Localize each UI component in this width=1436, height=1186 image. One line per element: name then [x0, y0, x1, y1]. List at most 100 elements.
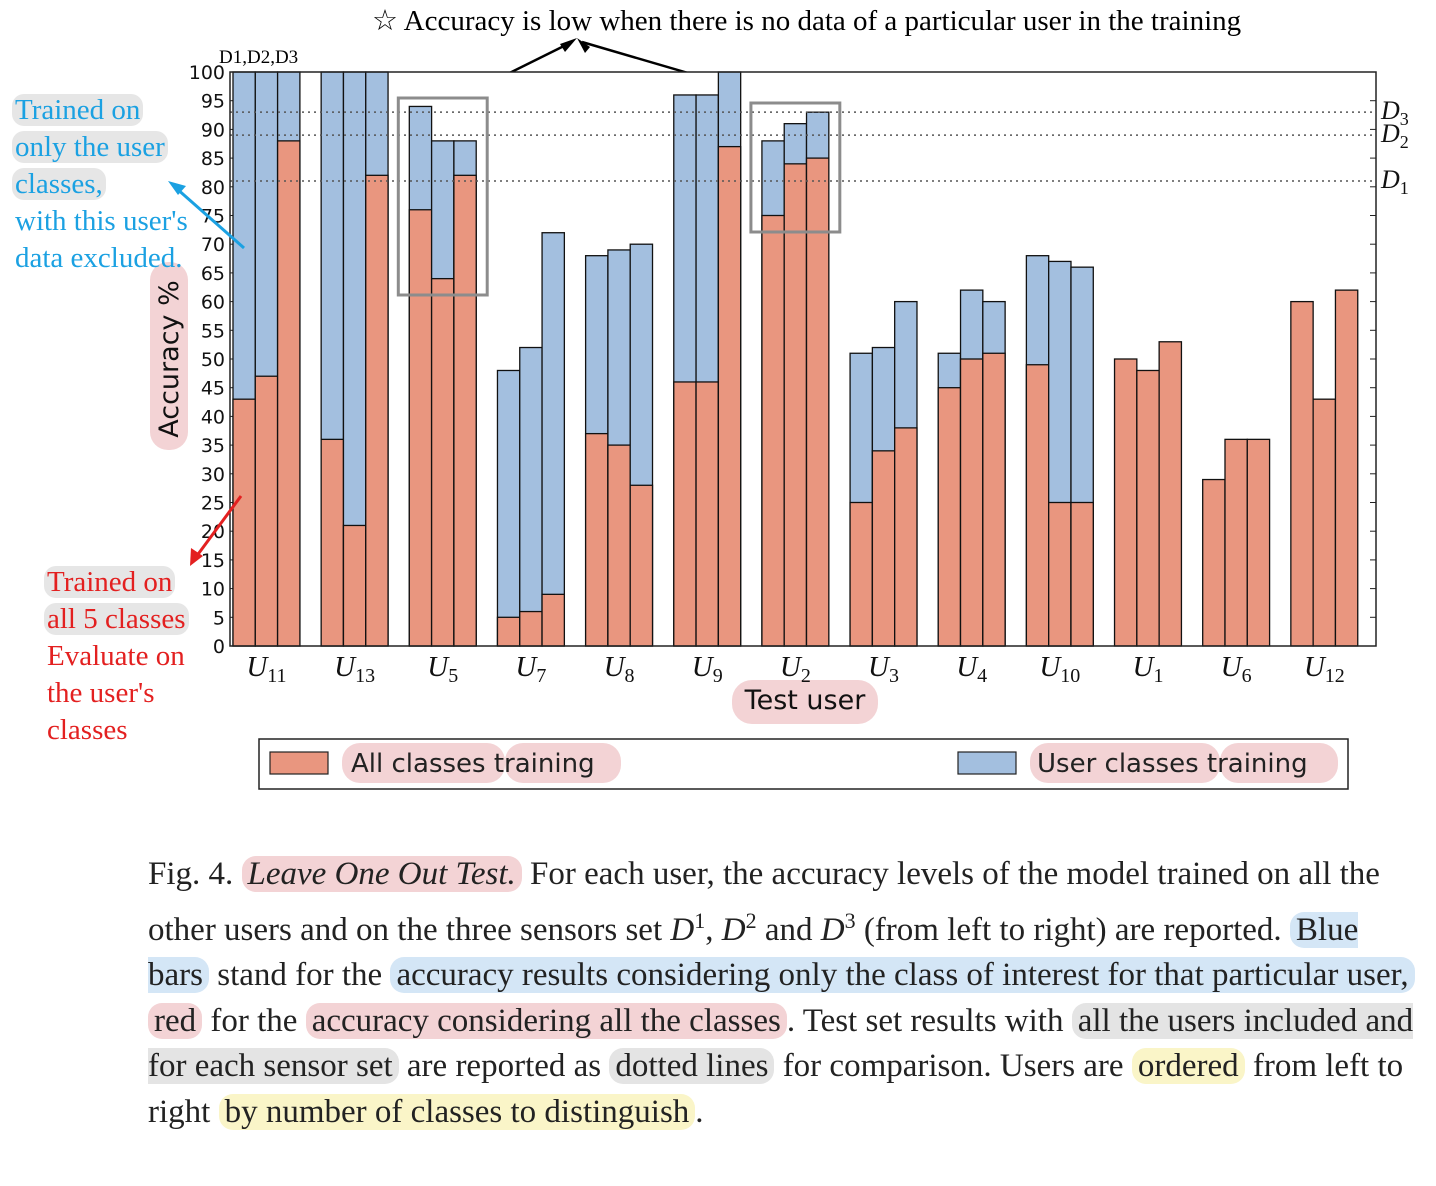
y-tick-label: 30	[201, 464, 225, 486]
bar-all-classes-U9-D3	[717, 145, 742, 647]
plot-area: 0510152025303540455055606570758085909510…	[189, 62, 1409, 687]
caption-ordered: ordered	[1131, 1048, 1245, 1084]
y-tick-label: 70	[201, 234, 225, 256]
bar-all-classes-U5-D1	[408, 209, 433, 647]
xlabel-highlight	[732, 680, 878, 724]
ylabel-highlight	[150, 262, 188, 450]
caption-accuracy-all: accuracy considering all the classes	[305, 1002, 787, 1039]
bar-all-classes-U9-D2	[695, 381, 720, 647]
blue-note-line-4: with this user's	[15, 205, 188, 237]
bar-all-classes-U10-D3	[1070, 501, 1094, 647]
caption-dotted-lines: dotted lines	[609, 1048, 775, 1084]
caption-accuracy-results: accuracy results considering only the cl…	[390, 957, 1415, 993]
y-axis-label: Accuracy %	[154, 280, 185, 438]
y-tick-label: 0	[213, 636, 225, 658]
bar-all-classes-U1-D3	[1158, 341, 1183, 647]
legend-label-all-classes: All classes training	[351, 749, 595, 779]
caption-red: red	[148, 1002, 203, 1039]
bar-all-classes-U12-D3	[1334, 289, 1359, 647]
bar-all-classes-U5-D2	[430, 277, 455, 647]
highlight-box-u2	[749, 101, 842, 234]
bar-all-classes-U8-D3	[629, 484, 654, 647]
bar-all-classes-U13-D2	[342, 524, 367, 647]
blue-note-line-3: classes,	[12, 168, 106, 200]
top-annotation: ☆ Accuracy is low when there is no data …	[372, 5, 1241, 37]
plot-frame	[229, 71, 1377, 647]
x-axis-label: Test user	[744, 685, 867, 716]
y-tick-label: 75	[201, 206, 225, 228]
y-tick-label: 80	[201, 177, 225, 199]
y-tick-label: 50	[201, 349, 225, 371]
reference-line-label-D3: D3	[1380, 96, 1409, 129]
bar-all-classes-U4-D1	[937, 387, 962, 647]
bar-all-classes-U2-D1	[761, 214, 785, 647]
bar-all-classes-U1-D1	[1113, 358, 1138, 647]
bar-all-classes-U11-D3	[276, 140, 301, 647]
reference-line-label-D2: D2	[1380, 119, 1409, 152]
y-tick-label: 55	[201, 320, 225, 342]
y-tick-label: 45	[201, 378, 225, 400]
figure-caption: Fig. 4. Leave One Out Test. For each use…	[148, 856, 1415, 1130]
bar-user-classes-U7-D1	[496, 369, 521, 647]
x-tick-label-U7: U7	[515, 651, 546, 687]
x-tick-label-U9: U9	[692, 651, 723, 687]
caption-title: Leave One Out Test.	[241, 856, 522, 892]
bar-all-classes-U10-D1	[1025, 364, 1050, 647]
blue-note-line-2: only the user	[12, 131, 168, 163]
y-tick-label: 65	[201, 263, 225, 285]
x-tick-label-U6: U6	[1221, 651, 1252, 687]
bar-all-classes-U3-D1	[849, 501, 874, 647]
y-tick-label: 90	[201, 119, 225, 141]
x-tick-label-U11: U11	[246, 651, 286, 687]
red-note-line-1: Trained on	[44, 566, 176, 598]
bar-user-classes-U7-D3	[541, 232, 566, 647]
y-tick-label: 95	[201, 91, 225, 113]
red-note-line-3: Evaluate on	[47, 640, 185, 672]
bar-all-classes-U12-D1	[1290, 300, 1314, 647]
bar-all-classes-U5-D3	[453, 174, 477, 647]
bar-all-classes-U3-D3	[894, 427, 918, 647]
x-tick-label-U10: U10	[1039, 651, 1080, 687]
y-tick-label: 100	[189, 62, 225, 84]
bar-all-classes-U1-D2	[1136, 369, 1160, 647]
x-tick-label-U5: U5	[427, 651, 458, 687]
y-tick-label: 25	[201, 493, 225, 515]
legend: All classes training User classes traini…	[258, 738, 1349, 790]
reference-line-label-D1: D1	[1380, 165, 1409, 198]
chart-svg: ☆ Accuracy is low when there is no data …	[150, 5, 1409, 790]
caption-fig-number: Fig. 4.	[148, 856, 234, 892]
legend-swatch-all-classes	[269, 751, 329, 775]
y-tick-label: 40	[201, 406, 225, 428]
bar-all-classes-U7-D1	[496, 616, 521, 647]
bar-all-classes-U8-D2	[607, 444, 631, 647]
bar-all-classes-U11-D2	[254, 375, 279, 647]
y-tick-label: 60	[201, 292, 225, 314]
x-tick-label-U2: U2	[780, 651, 811, 687]
x-tick-label-U8: U8	[604, 651, 635, 687]
x-tick-label-U1: U1	[1133, 651, 1164, 687]
bar-all-classes-U4-D2	[959, 358, 984, 647]
bar-all-classes-U7-D3	[541, 593, 566, 647]
sensor-set-group-label: D1,D2,D3	[219, 47, 298, 68]
bar-all-classes-U11-D1	[232, 398, 256, 647]
blue-note-line-1: Trained on	[12, 94, 144, 126]
bar-all-classes-U12-D2	[1312, 398, 1337, 647]
blue-note-line-5: data excluded.	[15, 242, 183, 274]
bar-user-classes-U7-D2	[519, 346, 543, 647]
y-tick-label: 85	[201, 148, 225, 170]
x-tick-label-U13: U13	[334, 651, 375, 687]
red-annotation: Trained on all 5 classes Evaluate on the…	[44, 564, 189, 749]
x-tick-label-U3: U3	[868, 651, 899, 687]
bar-all-classes-U6-D2	[1224, 438, 1248, 647]
x-tick-label-U12: U12	[1304, 651, 1345, 687]
red-note-line-2: all 5 classes	[44, 603, 189, 635]
red-annotation-arrow	[190, 495, 243, 566]
blue-annotation: Trained on only the user classes, with t…	[12, 92, 188, 277]
bar-all-classes-U8-D1	[584, 432, 609, 647]
highlight-box-u5	[396, 96, 489, 297]
y-tick-label: 5	[213, 607, 225, 629]
bar-all-classes-U13-D3	[365, 174, 389, 647]
bar-all-classes-U3-D2	[871, 450, 896, 647]
bar-all-classes-U6-D3	[1246, 438, 1271, 647]
y-tick-label: 15	[201, 550, 225, 572]
